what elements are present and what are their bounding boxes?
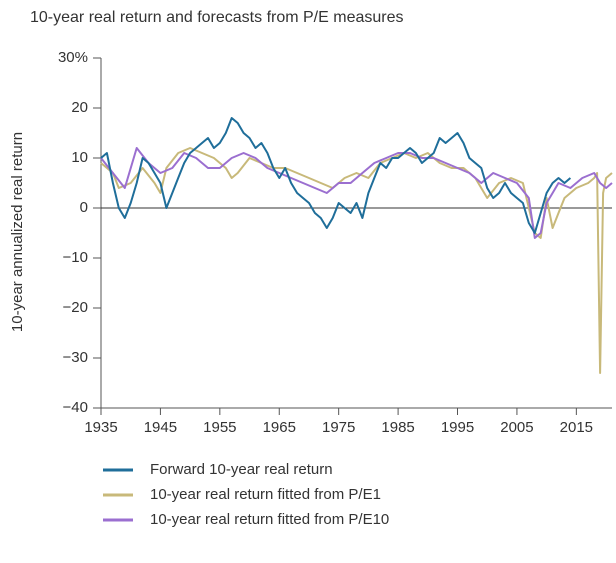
y-tick-label: −20 (63, 299, 88, 316)
x-tick-label: 1945 (144, 419, 177, 436)
x-tick-label: 1985 (381, 419, 414, 436)
legend-label: 10-year real return fitted from P/E10 (150, 511, 389, 528)
legend-label: 10-year real return fitted from P/E1 (150, 486, 381, 503)
series-line (100, 147, 613, 239)
y-tick-label: −40 (63, 399, 88, 416)
y-tick-label: 10 (71, 149, 88, 166)
x-tick-label: 2015 (560, 419, 593, 436)
x-tick-label: 1935 (84, 419, 117, 436)
x-tick-label: 1995 (441, 419, 474, 436)
x-tick-label: 2005 (500, 419, 533, 436)
chart-title: 10-year real return and forecasts from P… (30, 9, 404, 26)
y-tick-label: 30% (58, 49, 88, 66)
legend-label: Forward 10-year real return (150, 461, 333, 478)
x-tick-label: 1955 (203, 419, 236, 436)
x-tick-label: 1975 (322, 419, 355, 436)
y-tick-label: 0 (80, 199, 88, 216)
y-axis-label: 10-year annualized real return (9, 132, 26, 332)
y-tick-label: −30 (63, 349, 88, 366)
y-tick-label: −10 (63, 249, 88, 266)
series-line (100, 117, 572, 234)
y-tick-label: 20 (71, 99, 88, 116)
x-tick-label: 1965 (263, 419, 296, 436)
